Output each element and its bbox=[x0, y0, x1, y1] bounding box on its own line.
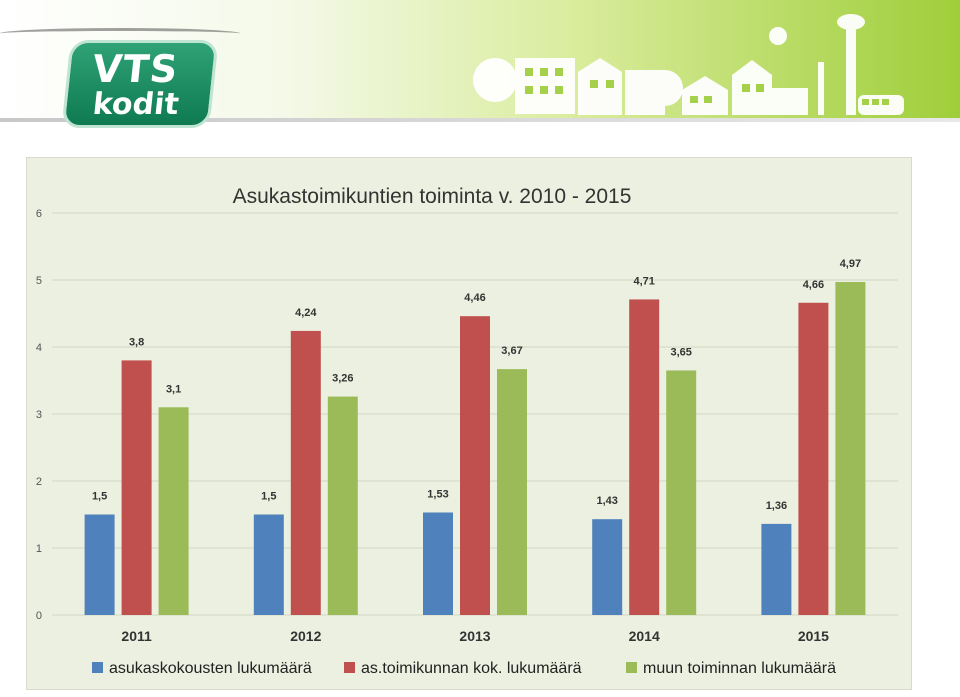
legend-swatch bbox=[626, 662, 637, 673]
y-tick-label: 5 bbox=[36, 275, 42, 287]
data-label: 1,5 bbox=[92, 491, 107, 503]
y-tick-label: 1 bbox=[36, 543, 42, 555]
town-skyline-illustration bbox=[473, 14, 904, 115]
bar bbox=[121, 360, 152, 615]
x-tick-label: 2011 bbox=[121, 628, 152, 644]
data-label: 1,36 bbox=[766, 500, 787, 512]
data-label: 3,8 bbox=[129, 336, 144, 348]
bar bbox=[761, 523, 792, 615]
data-label: 1,5 bbox=[261, 491, 276, 503]
banner-divider bbox=[0, 118, 960, 122]
bar bbox=[460, 316, 490, 615]
y-tick-label: 0 bbox=[36, 610, 42, 622]
x-tick-label: 2015 bbox=[798, 628, 829, 644]
data-label: 4,97 bbox=[840, 258, 861, 270]
bar bbox=[327, 396, 358, 615]
bars: 1,5 3,8 3,1 1,5 4,24 3,26 1,53 4,46 3,67 1,43 4,71… bbox=[84, 258, 866, 615]
data-label: 3,1 bbox=[166, 383, 181, 395]
bar bbox=[592, 519, 623, 615]
legend-swatch bbox=[92, 662, 103, 673]
bar bbox=[798, 302, 829, 615]
logo-swoosh bbox=[0, 28, 240, 39]
bar bbox=[629, 299, 660, 615]
bar bbox=[158, 407, 189, 615]
y-tick-label: 2 bbox=[36, 476, 42, 488]
data-label: 1,53 bbox=[427, 488, 448, 500]
y-tick-label: 3 bbox=[36, 409, 42, 421]
x-tick-label: 2013 bbox=[459, 628, 490, 644]
data-label: 3,67 bbox=[501, 345, 522, 357]
x-axis: 2011 2012 2013 2014 2015 bbox=[121, 628, 829, 644]
bar bbox=[290, 330, 321, 615]
y-tick-label: 4 bbox=[36, 342, 42, 354]
data-label: 3,65 bbox=[670, 346, 691, 358]
legend: asukaskokousten lukumäärä as.toimikunnan … bbox=[92, 660, 836, 677]
data-label: 4,71 bbox=[633, 275, 654, 287]
bar bbox=[835, 282, 866, 615]
data-label: 4,24 bbox=[295, 307, 317, 319]
x-tick-label: 2014 bbox=[629, 628, 660, 644]
y-axis: 0 1 2 3 4 5 6 bbox=[36, 208, 42, 622]
legend-label: asukaskokousten lukumäärä bbox=[109, 660, 312, 677]
bar bbox=[84, 514, 115, 615]
legend-swatch bbox=[344, 662, 355, 673]
data-label: 1,43 bbox=[596, 495, 617, 507]
chart-title: Asukastoimikuntien toiminta v. 2010 - 20… bbox=[233, 185, 632, 208]
legend-label: as.toimikunnan kok. lukumäärä bbox=[361, 660, 582, 677]
legend-label: muun toiminnan lukumäärä bbox=[643, 660, 836, 677]
x-tick-label: 2012 bbox=[290, 628, 321, 644]
bar bbox=[497, 369, 527, 615]
data-label: 4,46 bbox=[464, 292, 485, 304]
bar bbox=[253, 514, 284, 615]
bar bbox=[423, 512, 453, 615]
bar bbox=[666, 370, 697, 615]
data-label: 3,26 bbox=[332, 373, 353, 385]
y-tick-label: 6 bbox=[36, 208, 42, 220]
data-label: 4,66 bbox=[803, 279, 824, 291]
